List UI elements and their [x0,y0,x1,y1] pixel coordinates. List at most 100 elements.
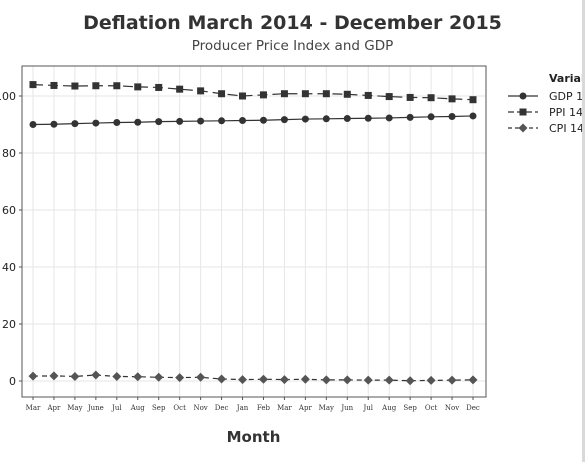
chart-subtitle: Producer Price Index and GDP [191,38,394,54]
data-point [155,83,163,91]
data-point [91,370,101,380]
data-point [469,96,477,104]
data-point [427,113,435,121]
legend-label: CPI 14 [549,122,584,135]
data-point [469,112,477,120]
data-point [134,118,142,126]
x-tick-label: Oct [425,404,438,412]
data-point [301,90,309,98]
data-point [113,119,121,127]
data-point [280,90,288,98]
data-point [154,372,164,382]
x-tick-label: Dec [466,404,480,412]
y-tick-label: 40 [2,261,16,274]
y-tick-label: 100 [0,90,16,103]
data-point [133,372,143,382]
x-tick-label: Nov [193,404,207,412]
data-point [239,92,247,100]
data-point [176,85,184,93]
x-tick-label: Sep [152,404,166,412]
data-point [447,375,457,385]
legend-label: PPI 14 [549,106,583,119]
data-point [322,115,330,123]
data-point [218,90,226,98]
data-point [134,83,142,91]
data-point [113,82,121,90]
plot-frame [21,65,487,398]
data-point [300,374,310,384]
data-point [364,91,372,99]
x-tick-label: Mar [277,404,292,412]
data-point [155,118,163,126]
data-point [71,82,79,90]
y-tick-label: 60 [2,204,16,217]
y-tick-label: 20 [2,318,16,331]
data-point [448,95,456,103]
x-tick-label: Nov [445,404,459,412]
window-border [582,0,585,462]
data-point [197,117,205,125]
data-point [363,375,373,385]
data-point [385,93,393,101]
x-tick-label: Aug [381,404,397,412]
x-tick-label: Aug [130,404,146,412]
data-point [176,117,184,125]
data-point [217,374,227,384]
legend-marker [519,108,527,116]
data-point [427,94,435,102]
data-point [92,119,100,127]
data-point [92,82,100,90]
series-line [32,84,474,101]
data-point [28,371,38,381]
x-tick-label: June [87,404,104,412]
data-point [405,376,415,386]
data-point [238,375,248,385]
x-tick-label: Mar [26,404,41,412]
x-tick-label: May [319,404,334,412]
data-point [197,87,205,95]
data-point [239,117,247,125]
data-point [426,375,436,385]
data-point [196,372,206,382]
data-point [343,115,351,123]
series-line [32,374,474,382]
data-point [112,371,122,381]
x-axis-label: Month [226,428,281,446]
data-point [384,375,394,385]
data-point [71,120,79,128]
chart-title: Deflation March 2014 - December 2015 [83,12,502,34]
x-tick-label: Jul [111,404,122,412]
data-point [322,90,330,98]
data-point [218,117,226,125]
legend-label: GDP 14 [549,90,585,103]
data-point [468,375,478,385]
x-tick-label: Jul [362,404,373,412]
x-tick-label: Jan [236,404,249,412]
y-tick-label: 80 [2,147,16,160]
data-point [50,120,58,128]
data-point [406,93,414,101]
legend-title: Variabl [549,72,585,85]
x-tick-label: Sep [403,404,417,412]
data-point [50,81,58,89]
data-point [279,375,289,385]
data-point [175,373,185,383]
data-point [321,375,331,385]
x-tick-label: May [67,404,82,412]
data-point [343,90,351,98]
data-point [301,115,309,123]
x-tick-label: Apr [47,404,62,412]
data-point [49,371,59,381]
x-tick-label: Dec [215,404,229,412]
x-tick-label: Oct [173,404,186,412]
data-point [280,116,288,124]
data-point [29,121,37,128]
series-line [32,115,474,126]
legend-marker [519,92,527,100]
data-point [448,113,456,121]
data-point [258,374,268,384]
y-tick-label: 0 [9,375,16,388]
legend-marker [518,123,528,133]
data-point [342,375,352,385]
